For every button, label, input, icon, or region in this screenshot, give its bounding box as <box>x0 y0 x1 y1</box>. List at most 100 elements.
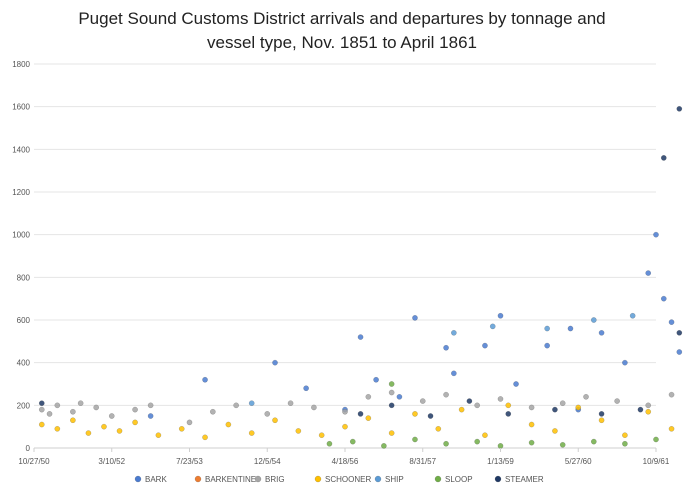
legend-marker <box>434 475 442 483</box>
data-point <box>264 411 271 417</box>
gridlines <box>34 63 656 449</box>
scatter-points <box>38 105 683 449</box>
data-point <box>287 400 294 407</box>
data-point <box>419 398 426 404</box>
data-point <box>567 325 574 332</box>
y-tick-label: 0 <box>26 444 31 453</box>
y-tick-label: 1200 <box>12 188 30 197</box>
data-point <box>668 319 675 325</box>
data-point <box>38 421 45 428</box>
data-point <box>388 402 395 409</box>
legend: BARK BARKENTINE BRIG SCHOONER SHIP SLOOP STEAM… <box>134 475 544 484</box>
data-point <box>505 402 512 409</box>
data-point <box>365 393 372 400</box>
y-tick-label: 1600 <box>12 103 30 112</box>
data-point <box>272 417 278 424</box>
data-point <box>318 432 325 439</box>
data-point <box>248 400 255 407</box>
x-tick-label: 10/27/50 <box>18 457 50 466</box>
legend-item: SCHOONER <box>314 475 371 484</box>
legend-item: BARK <box>134 475 167 484</box>
y-tick-label: 1000 <box>12 231 30 240</box>
legend-label: STEAMER <box>505 475 544 484</box>
chart-title-line-2: vessel type, Nov. 1851 to April 1861 <box>207 33 477 52</box>
data-point <box>474 402 481 409</box>
data-point <box>147 402 154 409</box>
data-point <box>505 411 512 417</box>
data-point <box>497 443 504 449</box>
data-point <box>70 417 76 424</box>
data-point <box>552 406 558 413</box>
data-point <box>443 344 449 351</box>
x-tick-label: 7/23/53 <box>176 457 203 466</box>
data-point <box>645 402 652 409</box>
data-point <box>108 413 115 419</box>
data-point <box>451 329 457 336</box>
data-point <box>381 443 387 449</box>
data-point <box>93 404 100 411</box>
data-point <box>668 391 675 398</box>
y-tick-label: 400 <box>17 359 31 368</box>
data-point <box>474 438 481 445</box>
data-point <box>443 440 449 447</box>
y-tick-label: 1400 <box>12 145 30 154</box>
data-point <box>598 411 605 417</box>
data-point <box>497 312 504 319</box>
legend-label: SCHOONER <box>325 475 371 484</box>
legend-marker <box>254 475 262 483</box>
data-point <box>342 408 348 415</box>
data-point <box>676 349 683 355</box>
legend-label: BARKENTINE <box>205 475 256 484</box>
data-point <box>544 325 551 332</box>
data-point <box>412 436 418 443</box>
legend-marker <box>134 475 142 483</box>
data-point <box>202 376 208 383</box>
legend-label: BRIG <box>265 475 285 484</box>
data-point <box>660 295 667 302</box>
legend-item: BRIG <box>254 475 285 484</box>
data-point <box>225 421 232 428</box>
data-point <box>54 402 61 409</box>
data-point <box>70 408 76 415</box>
data-point <box>233 402 239 409</box>
x-tick-label: 10/9/61 <box>643 457 670 466</box>
data-point <box>575 404 582 411</box>
data-point <box>248 430 255 436</box>
data-point <box>272 359 278 366</box>
x-tick-label: 3/10/52 <box>98 457 125 466</box>
data-point <box>155 432 162 439</box>
data-point <box>598 329 605 336</box>
data-point <box>357 411 364 417</box>
y-tick-label: 1800 <box>12 60 30 69</box>
data-point <box>373 376 379 383</box>
y-tick-label: 800 <box>17 273 31 282</box>
data-point <box>629 312 636 319</box>
data-point <box>295 428 302 434</box>
data-point <box>598 417 605 424</box>
data-point <box>388 381 395 387</box>
y-tick-label: 600 <box>17 316 31 325</box>
data-point <box>544 342 551 349</box>
data-point <box>590 438 597 445</box>
data-point <box>116 428 123 434</box>
data-point <box>186 419 193 426</box>
data-point <box>147 413 154 419</box>
data-point <box>326 440 333 447</box>
x-tick-label: 4/18/56 <box>332 457 359 466</box>
axes: 0 200 400 600 800 1000 1200 1400 1600 1800 10/27/5… <box>12 60 670 466</box>
x-tick-label: 8/31/57 <box>409 457 436 466</box>
data-point <box>622 359 628 366</box>
legend-label: SLOOP <box>445 475 473 484</box>
data-point <box>653 436 659 443</box>
data-point <box>77 400 84 407</box>
data-point <box>528 404 535 411</box>
data-point <box>54 425 61 432</box>
legend-marker <box>494 475 502 483</box>
data-point <box>388 430 395 436</box>
data-point <box>676 329 683 336</box>
series-ship <box>248 312 636 407</box>
data-point <box>365 415 372 421</box>
data-point <box>482 342 488 349</box>
